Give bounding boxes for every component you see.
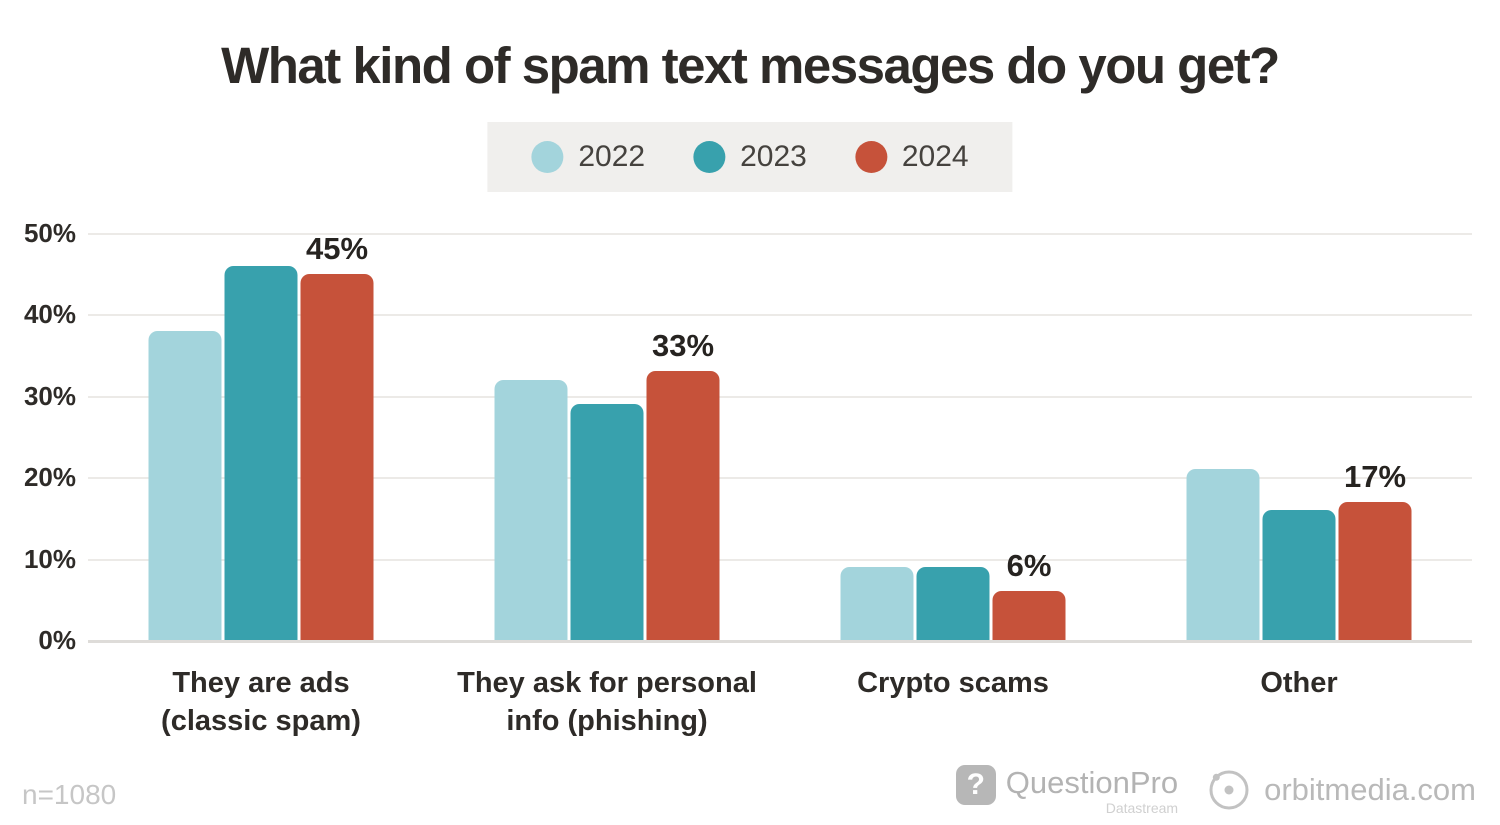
bar-wrap	[148, 330, 222, 640]
questionpro-logo-icon: ?	[955, 765, 996, 805]
bar-2024-category-3	[992, 591, 1066, 640]
gridline-10	[88, 558, 1472, 561]
legend-item-2024: 2024	[854, 140, 969, 174]
questionpro-brand: ? QuestionPro Datastream	[955, 765, 1178, 815]
legend-label: 2023	[740, 140, 807, 173]
bar-2023-category-4	[1262, 509, 1336, 640]
data-label-2024-category-4: 17%	[1343, 458, 1407, 494]
y-axis-tick-10: 10%	[23, 543, 76, 574]
legend-swatch-icon	[693, 141, 726, 173]
y-axis-tick-50: 50%	[23, 218, 76, 248]
bar-wrap	[840, 566, 914, 640]
bar-2023-category-2	[570, 403, 644, 640]
legend-item-2023: 2023	[693, 140, 807, 174]
questionpro-name: QuestionPro	[1005, 765, 1179, 800]
data-label-2024-category-1: 45%	[305, 230, 369, 266]
x-axis-category-1: They are ads (classic spam)	[161, 667, 361, 738]
bar-wrap	[916, 566, 990, 640]
bar-wrap: 6%	[992, 548, 1066, 640]
footer-brands: ? QuestionPro Datastream orbitmedia.com	[955, 765, 1476, 815]
legend-swatch-icon	[854, 141, 887, 173]
data-label-2024-category-3: 6%	[1006, 548, 1052, 584]
bar-2024-category-1	[300, 273, 374, 640]
questionpro-text: QuestionPro Datastream	[1006, 765, 1178, 815]
bar-wrap	[1262, 509, 1336, 640]
bar-wrap	[1186, 469, 1260, 640]
orbit-logo-icon	[1209, 770, 1249, 810]
x-axis-category-2: They ask for personal info (phishing)	[457, 667, 757, 738]
bar-group-4: 17%	[1186, 459, 1412, 640]
bar-2024-category-4	[1338, 501, 1412, 640]
orbitmedia-brand: orbitmedia.com	[1206, 767, 1476, 813]
bar-wrap	[494, 379, 568, 640]
bar-wrap	[224, 265, 298, 640]
bar-2022-category-3	[840, 566, 914, 640]
bar-2023-category-3	[916, 566, 990, 640]
bar-wrap: 17%	[1338, 459, 1412, 640]
sample-size-label: n=1080	[22, 779, 117, 810]
chart-title: What kind of spam text messages do you g…	[221, 37, 1280, 94]
questionpro-sub: Datastream	[1105, 800, 1179, 816]
chart-legend: 2022 2023 2024	[487, 122, 1013, 192]
y-axis-tick-30: 30%	[23, 380, 76, 411]
x-axis-category-3: Crypto scams	[857, 667, 1049, 699]
bar-wrap: 45%	[300, 231, 374, 640]
legend-label: 2022	[578, 140, 646, 173]
bar-wrap	[570, 403, 644, 640]
orbitmedia-name: orbitmedia.com	[1264, 772, 1476, 807]
bar-2023-category-1	[224, 265, 298, 640]
bar-2022-category-1	[148, 330, 222, 640]
gridline-20	[88, 477, 1472, 480]
legend-swatch-icon	[531, 141, 564, 173]
bar-wrap: 33%	[646, 328, 720, 640]
gridline-30	[88, 395, 1472, 398]
gridline-40	[88, 314, 1472, 317]
bar-group-2: 33%	[494, 328, 720, 640]
y-axis-tick-0: 0%	[38, 625, 76, 655]
x-axis-category-4: Other	[1260, 667, 1338, 699]
legend-item-2022: 2022	[531, 140, 645, 174]
bar-group-3: 6%	[840, 548, 1066, 640]
plot-area: 45% They are ads (classic spam) 33% They as…	[88, 231, 1472, 737]
bar-2024-category-2	[646, 371, 720, 640]
y-axis-tick-40: 40%	[23, 299, 76, 330]
data-label-2024-category-2: 33%	[651, 328, 715, 364]
y-axis-tick-20: 20%	[23, 462, 76, 493]
bar-2022-category-4	[1186, 469, 1260, 640]
bar-group-1: 45%	[148, 231, 374, 640]
legend-label: 2024	[901, 140, 969, 173]
bar-2022-category-2	[494, 379, 568, 640]
gridline-50	[88, 233, 1472, 235]
